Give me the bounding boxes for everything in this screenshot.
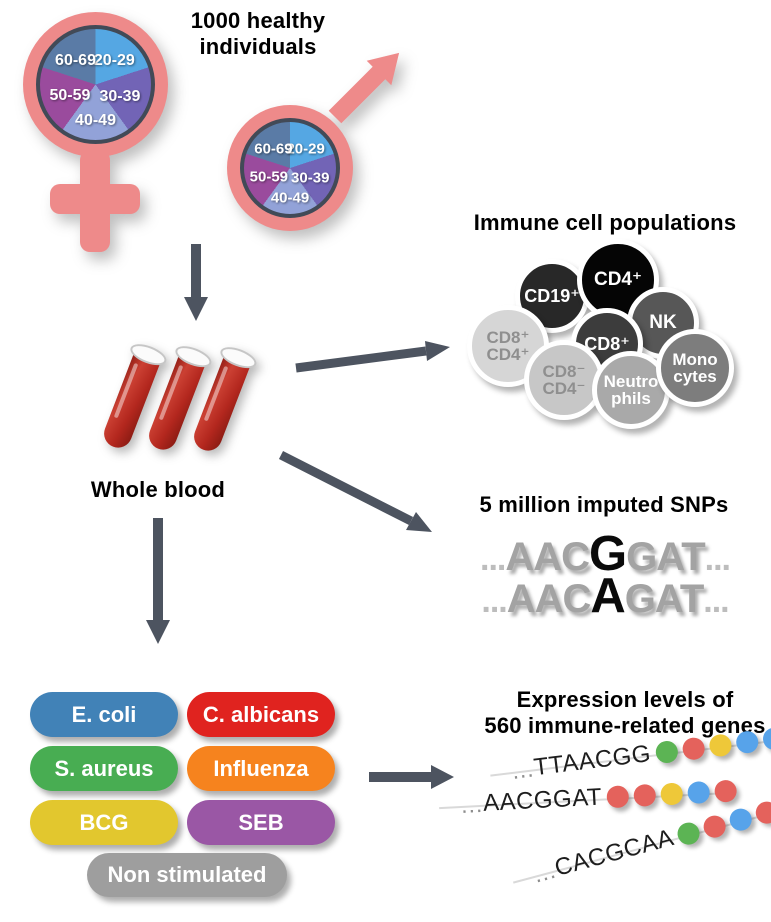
stimulus-non-stimulated: Non stimulated: [87, 853, 287, 897]
pie-slice-label: 20-29: [286, 140, 325, 158]
sequence-ellipsis: ...: [460, 790, 484, 818]
arrow-blood-to-immune-cells: [295, 346, 427, 373]
female-symbol-ring: [23, 12, 168, 157]
arrowhead: [431, 765, 454, 789]
sequence-flank: AAC: [506, 577, 592, 621]
sequence-ellipsis: ...: [480, 540, 506, 578]
pie-slice-label: 60-69: [254, 140, 293, 158]
pie-slice-label: 40-49: [270, 189, 310, 207]
expression-dot: [761, 726, 771, 752]
immune-cell-label: CD8⁻ CD4⁻: [542, 361, 586, 398]
immune-cell-label: Mono cytes: [672, 349, 718, 386]
female-age-pie-chart: 20-29 30-39 40-49 50-59 60-69: [36, 25, 155, 144]
expression-dot: [681, 736, 706, 761]
blood-tubes: [80, 330, 290, 475]
expression-dot: [734, 729, 760, 755]
immune-cell-label: CD8⁺: [584, 333, 630, 354]
expression-dot: [675, 820, 703, 847]
stimulus-label: BCG: [79, 809, 129, 835]
sequence-ellipsis: ...: [704, 540, 731, 578]
snps-title: 5 million imputed SNPs: [479, 492, 729, 517]
immune-cells-title: Immune cell populations: [473, 210, 737, 235]
snp-sequence-row: ...AACGGAT...: [420, 526, 771, 582]
expression-dot: [714, 779, 738, 803]
pie-slice-label: 50-59: [249, 168, 289, 186]
stimulus-label: C. albicans: [202, 701, 320, 727]
sequence-ellipsis: ...: [481, 582, 507, 620]
arrowhead: [425, 341, 450, 361]
stimulus-bcg: BCG: [30, 800, 178, 845]
stimulus-saureus: S. aureus: [30, 746, 178, 791]
arrowhead: [184, 297, 208, 321]
stimulus-label: S. aureus: [54, 755, 154, 781]
tube-rim: [217, 342, 260, 373]
stimulus-label: E. coli: [71, 701, 137, 727]
stimulus-label: Non stimulated: [107, 862, 267, 887]
pie-slice-label: 40-49: [75, 112, 116, 130]
arrow-blood-to-snps: [278, 450, 414, 526]
tube-rim: [172, 341, 215, 372]
sequence-flank: GAT: [624, 577, 704, 621]
expression-dot: [727, 806, 755, 833]
immune-cell-monocytes: Mono cytes: [656, 329, 734, 407]
immune-cell-label: CD8⁺ CD4⁺: [486, 327, 530, 364]
stimulus-influenza: Influenza: [187, 746, 335, 791]
female-symbol-crossbar: [50, 184, 140, 214]
expression-sequence-row: ... AACGGAT: [460, 778, 738, 818]
expression-dot: [708, 733, 733, 758]
female-symbol-stem: [80, 150, 110, 252]
immune-cell-label: CD4⁺: [593, 269, 643, 291]
expression-dot: [654, 739, 680, 765]
stimulus-label: Influenza: [213, 755, 309, 781]
expression-dot: [701, 813, 729, 840]
male-age-pie-chart: 20-29 30-39 40-49 50-59 60-69: [240, 118, 340, 218]
tube-rim: [127, 339, 170, 370]
snp-allele: G: [589, 527, 627, 581]
immune-cell-label: NK: [649, 312, 677, 334]
gene-sequence: CACGCAA: [551, 824, 677, 882]
expression-dot: [606, 785, 630, 809]
expression-dot: [687, 780, 711, 805]
whole-blood-label: Whole blood: [90, 477, 226, 502]
immune-cell-label: Neutro phils: [603, 371, 659, 408]
gene-sequence: AACGGAT: [482, 783, 603, 817]
expression-dot: [660, 782, 684, 806]
gene-sequence: TTAACGG: [532, 740, 653, 782]
main-title: 1000 healthy individuals: [190, 8, 326, 59]
immune-cell-cd8neg-cd4neg: CD8⁻ CD4⁻: [524, 340, 604, 420]
expression-dot: [633, 783, 657, 807]
pie-slice-label: 20-29: [93, 52, 135, 70]
male-symbol-ring: [227, 105, 353, 231]
sequence-flank: AAC: [505, 535, 590, 579]
pie-slice-label: 50-59: [49, 86, 91, 104]
sequence-ellipsis: ...: [510, 754, 536, 784]
stimulus-label: SEB: [238, 809, 284, 835]
sequence-ellipsis: ...: [703, 582, 729, 620]
stimulus-calbicans: C. albicans: [187, 692, 335, 737]
expression-dot: [753, 799, 771, 827]
sequence-flank: GAT: [626, 535, 705, 579]
snp-allele: A: [590, 569, 625, 623]
pie-slice-label: 30-39: [291, 169, 330, 187]
stimulus-ecoli: E. coli: [30, 692, 178, 737]
arrowhead: [146, 620, 170, 644]
immune-cell-label: CD19⁺: [524, 285, 580, 306]
stimulus-seb: SEB: [187, 800, 335, 845]
pie-slice-label: 60-69: [55, 52, 96, 70]
snp-sequence-row: ...AACAGAT...: [420, 568, 771, 624]
pie-slice-label: 30-39: [99, 87, 141, 105]
